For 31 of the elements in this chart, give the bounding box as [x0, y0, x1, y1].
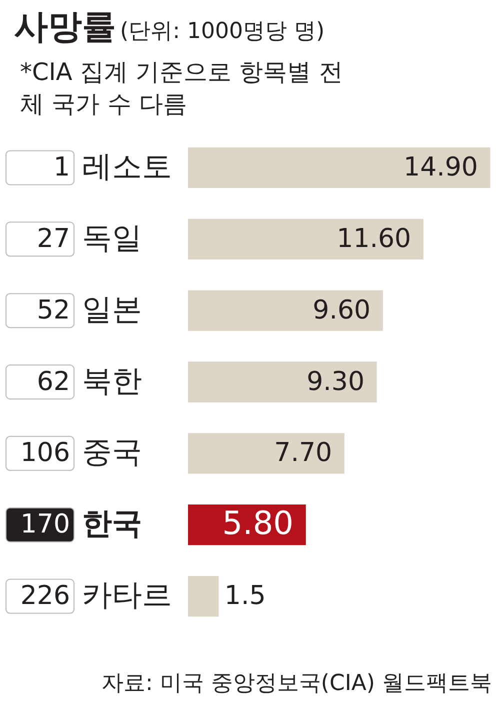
data-label: 5.80 — [222, 504, 294, 542]
text: 106 — [20, 438, 70, 468]
data-label: 9.60 — [312, 295, 371, 326]
chart-subtitle: (단위: 1000명당 명) — [120, 19, 325, 44]
data-label: 11.60 — [336, 224, 412, 254]
bar — [188, 218, 424, 260]
y-tick-label: 중국 — [82, 435, 142, 470]
text: 1 — [53, 152, 70, 182]
bar — [188, 362, 377, 402]
y-tick-label: 북한 — [82, 364, 142, 399]
data-label: 1.5 — [224, 581, 266, 612]
text: 62 — [36, 366, 70, 397]
text: *CIA 집계 기준으로 항목별 전체 국가 수 다름 — [20, 57, 344, 120]
bar — [188, 290, 383, 331]
data-label: 9.30 — [306, 366, 364, 397]
y-tick-label: 독일 — [82, 220, 142, 256]
y-tick-label: 레소토 — [82, 150, 172, 185]
bar — [188, 147, 490, 188]
chart-title: 사망률 — [14, 7, 116, 47]
text: 52 — [36, 295, 70, 326]
y-tick-label: 한국 — [82, 506, 142, 542]
text: 자료: 미국 중앙정보국(CIA) 월드팩트북 — [102, 670, 492, 698]
data-label: 7.70 — [274, 438, 332, 468]
y-tick-label: 일본 — [82, 292, 142, 328]
text: 170 — [20, 510, 70, 540]
y-tick-label: 카타르 — [82, 578, 172, 614]
text: 27 — [36, 224, 70, 254]
bar — [188, 433, 344, 474]
data-label: 14.90 — [404, 152, 478, 182]
text: 226 — [20, 581, 70, 612]
bar — [188, 576, 219, 617]
